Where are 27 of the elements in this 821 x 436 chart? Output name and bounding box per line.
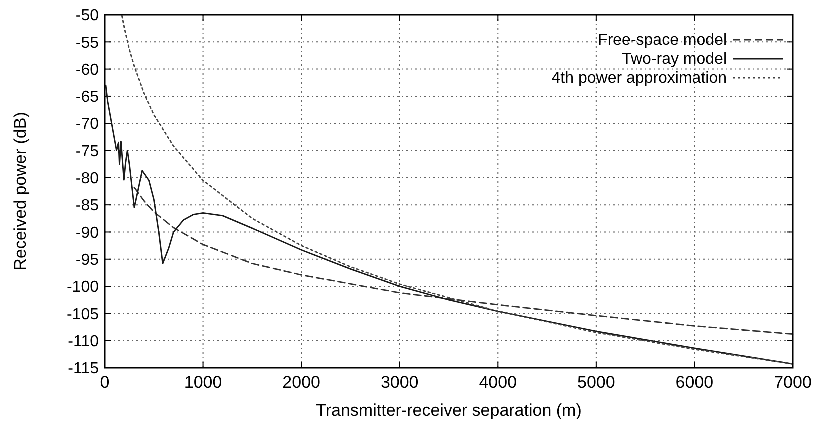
y-tick-label: -105: [66, 306, 100, 324]
x-tick-label: 2000: [282, 373, 320, 392]
legend-label: Free-space model: [598, 32, 727, 49]
x-tick-label: 5000: [578, 373, 616, 392]
y-tick-label: -65: [76, 89, 100, 106]
x-tick-label: 0: [100, 373, 110, 392]
y-tick-label: -85: [76, 198, 100, 215]
y-tick-label: -50: [76, 8, 100, 25]
legend-label: Two-ray model: [622, 51, 727, 68]
x-tick-label: 3000: [380, 373, 419, 392]
legend-label: 4th power approximation: [552, 70, 727, 87]
y-axis-title: Received power (dB): [11, 112, 30, 271]
x-tick-label: 1000: [184, 373, 222, 392]
y-tick-label: -80: [76, 170, 100, 188]
y-tick-label: -55: [76, 34, 100, 52]
y-tick-label: -115: [68, 360, 100, 378]
x-axis-title: Transmitter-receiver separation (m): [316, 401, 582, 420]
y-tick-label: -100: [66, 279, 100, 296]
x-tick-label: 7000: [774, 373, 812, 392]
y-tick-label: -70: [76, 116, 100, 134]
y-tick-label: -110: [68, 333, 100, 350]
y-tick-label: -75: [76, 143, 100, 160]
y-tick-label: -90: [76, 224, 100, 242]
x-tick-label: 4000: [479, 373, 518, 392]
x-tick-label: 6000: [676, 373, 714, 392]
y-tick-label: -60: [76, 62, 100, 79]
y-tick-label: -95: [76, 252, 100, 269]
